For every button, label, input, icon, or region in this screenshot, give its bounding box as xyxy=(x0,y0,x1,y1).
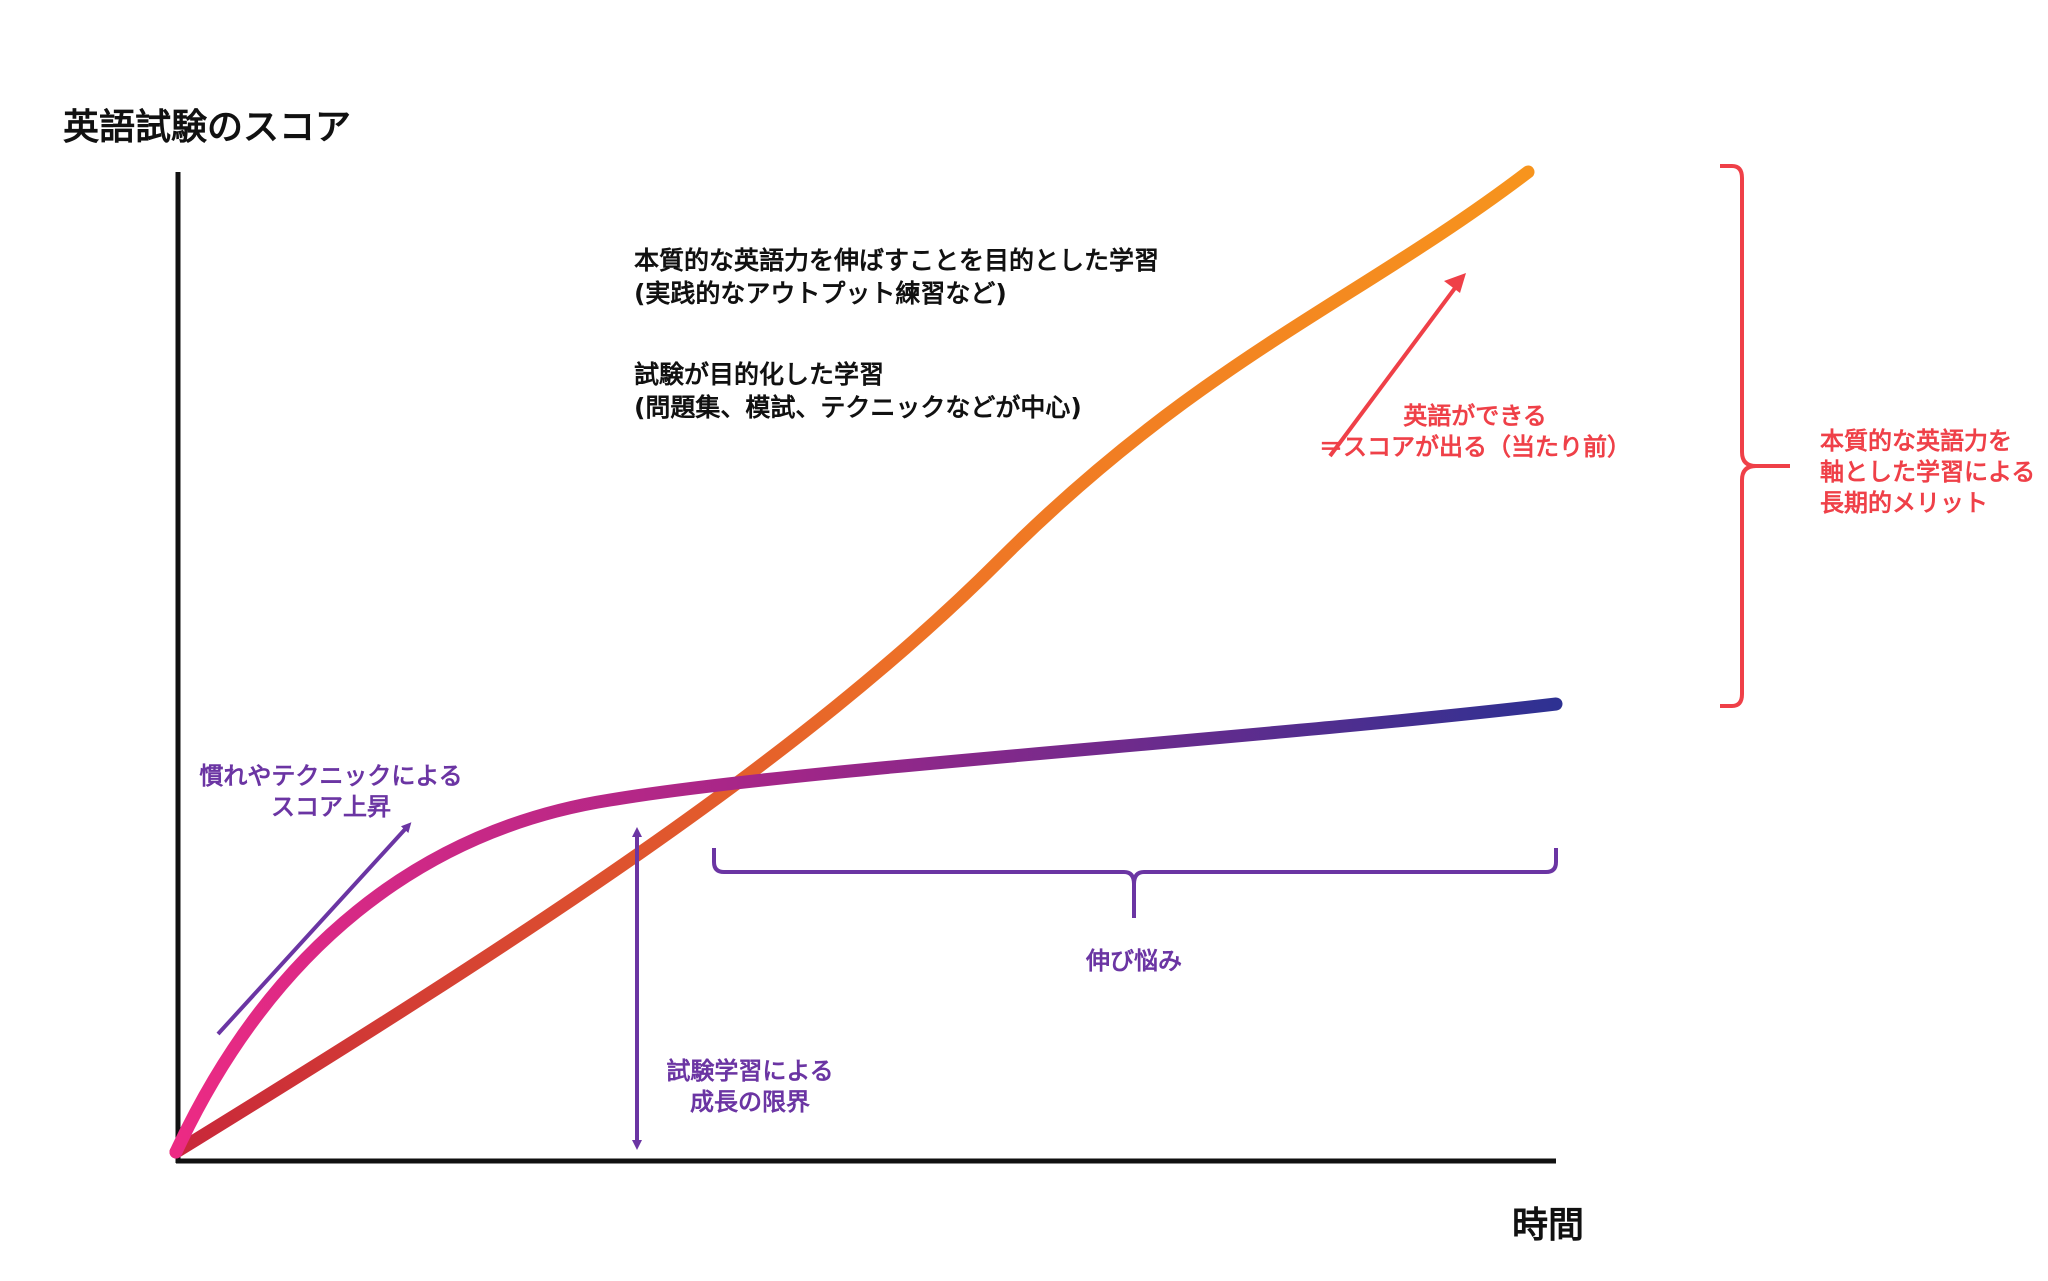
long-term-line2: 軸とした学習による xyxy=(1820,458,2036,486)
x-axis-label: 時間 xyxy=(1512,1205,1585,1246)
english-ability-line1: 英語ができる xyxy=(1403,402,1547,430)
essential-learning-curve xyxy=(169,165,1535,1159)
long-term-line3: 長期的メリット xyxy=(1820,489,1988,517)
legend-label-essential: 本質的な英語力を伸ばすことを目的とした学習 (実践的なアウトプット練習など) xyxy=(634,244,1159,310)
legend-essential-line1: 本質的な英語力を伸ばすことを目的とした学習 xyxy=(634,246,1160,275)
long-term-line1: 本質的な英語力を xyxy=(1820,427,2012,455)
legend-label-test: 試験が目的化した学習 (問題集、模試、テクニックなどが中心) xyxy=(634,358,1082,424)
test-limit-label: 試験学習による 成長の限界 xyxy=(660,1056,840,1118)
legend-essential-line2: (実践的なアウトプット練習など) xyxy=(634,279,1007,308)
technique-rise-line1: 慣れやテクニックによる xyxy=(199,762,463,790)
english-ability-line2: ＝スコアが出る（当たり前） xyxy=(1319,433,1631,461)
technique-rise-label: 慣れやテクニックによる スコア上昇 xyxy=(188,761,474,823)
y-axis-label: 英語試験のスコア xyxy=(63,107,352,148)
legend-test-line1: 試験が目的化した学習 xyxy=(634,360,885,389)
english-ability-arrowhead xyxy=(1444,273,1466,293)
english-ability-arrow xyxy=(1328,282,1460,458)
long-term-brace xyxy=(1720,164,1790,708)
long-term-label: 本質的な英語力を 軸とした学習による 長期的メリット xyxy=(1820,426,2035,519)
english-ability-label: 英語ができる ＝スコアが出る（当たり前） xyxy=(1310,401,1640,463)
test-limit-line1: 試験学習による xyxy=(666,1057,834,1085)
test-limit-line2: 成長の限界 xyxy=(690,1088,810,1116)
plateau-brace xyxy=(712,848,1558,918)
plateau-label: 伸び悩み xyxy=(1086,947,1182,975)
technique-rise-arrow xyxy=(216,822,412,1036)
test-focused-learning-curve xyxy=(169,697,1563,1159)
legend-test-line2: (問題集、模試、テクニックなどが中心) xyxy=(634,393,1082,422)
technique-rise-line2: スコア上昇 xyxy=(271,793,391,821)
